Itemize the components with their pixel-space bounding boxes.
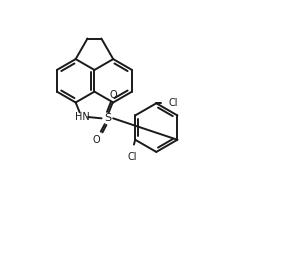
Text: Cl: Cl: [128, 152, 137, 162]
Text: HN: HN: [75, 112, 90, 122]
Text: O: O: [92, 135, 100, 145]
Text: O: O: [110, 90, 117, 100]
Text: S: S: [104, 113, 111, 123]
Text: Cl: Cl: [168, 98, 178, 108]
